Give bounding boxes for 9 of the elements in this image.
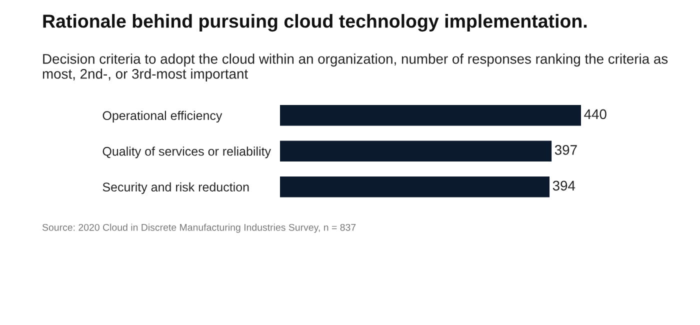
source-note: Source: 2020 Cloud in Discrete Manufacturing Industries Survey, n = 837	[42, 224, 356, 233]
data-label: 394	[552, 180, 576, 191]
data-label: 397	[554, 145, 577, 155]
y-tick-label: Security and risk reduction	[102, 182, 249, 194]
y-tick-label: Operational efficiency	[102, 110, 222, 122]
chart-subtitle: Decision criteria to adopt the cloud within an organization, number of responses ranking the criteria as most, 2nd-, or 3rd-most important	[42, 54, 668, 82]
chart-title: Rationale behind pursuing cloud technology implementation.	[43, 14, 587, 32]
data-label: 440	[584, 109, 606, 120]
y-tick-label: Quality of services or reliability	[102, 146, 272, 158]
